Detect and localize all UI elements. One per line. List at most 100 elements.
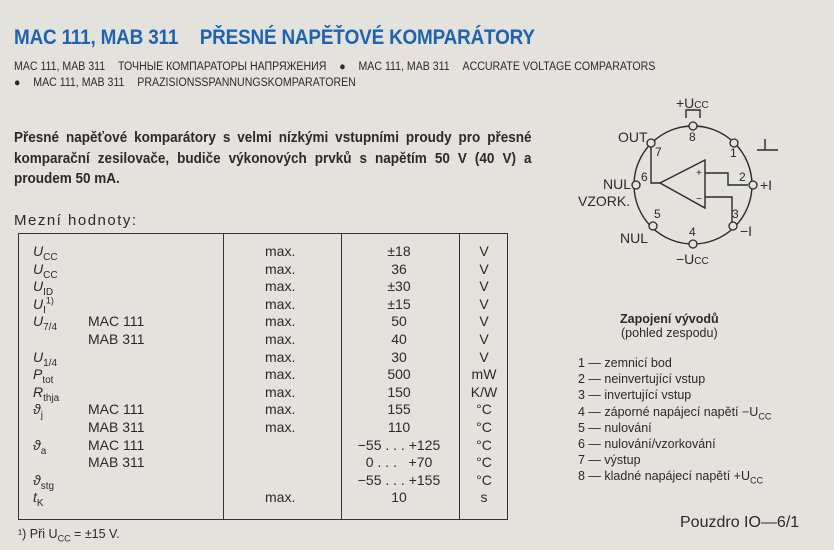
pin-number: 7 xyxy=(655,145,662,159)
diagram-caption: Zapojení vývodů (pohled zespodu) xyxy=(620,312,719,340)
subtitle-en-models: MAC 111, MAB 311 xyxy=(358,61,450,73)
table-row: ϑa MAC 111 −55 . . . +125 °C xyxy=(19,436,509,456)
symbol: UCC xyxy=(33,260,58,281)
subtitle-ru-models: MAC 111, MAB 311 xyxy=(14,61,106,73)
symbol: Rthja xyxy=(33,383,60,404)
value: 30 xyxy=(391,348,407,365)
limit-type: max. xyxy=(265,419,296,435)
table-row: MAB 311 0 . . . +70 °C xyxy=(19,454,509,470)
label-vcc-neg: −UCC xyxy=(676,251,709,267)
value: 0 . . . +70 xyxy=(365,454,433,471)
limit-type: max. xyxy=(265,401,296,418)
pin-7 xyxy=(646,138,656,148)
symbol: UCC xyxy=(33,243,58,263)
label-vcc-pos: +UCC xyxy=(676,95,709,111)
pin-5 xyxy=(648,221,658,231)
package-label: Pouzdro IO—6/1 xyxy=(680,514,800,531)
table-row: MAB 311 max. 110 °C xyxy=(19,419,509,435)
limit-type: max. xyxy=(265,489,296,506)
table-row: Rthja max. 150 K/W xyxy=(19,383,509,404)
pin-6 xyxy=(631,180,641,190)
limit-type: max. xyxy=(265,331,296,347)
footnote-sub: CC xyxy=(57,533,71,544)
wire-out xyxy=(650,143,660,184)
limit-type: max. xyxy=(265,278,296,295)
model: MAC 111 xyxy=(88,313,145,330)
model: MAC 111 xyxy=(88,436,145,453)
bullet: ● xyxy=(14,77,21,89)
unit: mW xyxy=(471,366,497,383)
symbol: ϑj xyxy=(33,401,43,422)
model: MAB 311 xyxy=(88,419,145,435)
subtitle-ru: ТОЧНЫЕ КОМПАРАТОРЫ НАПРЯЖЕНИЯ xyxy=(118,61,327,73)
model: MAC 111 xyxy=(88,401,145,418)
limits-table: UCC max. ±18 V UCC max. 36 V UID max. ±30 … xyxy=(18,233,508,520)
pin-8 xyxy=(688,121,698,131)
subtitle-en: ACCURATE VOLTAGE COMPARATORS xyxy=(462,61,656,73)
limit-type: max. xyxy=(265,243,296,259)
symbol: U7/4 xyxy=(33,313,58,334)
footnote-text: ¹) Při U xyxy=(18,527,58,541)
pin-list-item: 3 — invertující vstup xyxy=(578,388,692,403)
table-row: UID max. ±30 V xyxy=(19,278,509,297)
pin-number: 4 xyxy=(689,225,696,239)
limit-type: max. xyxy=(265,260,296,277)
unit: °C xyxy=(476,419,492,435)
limit-type: max. xyxy=(265,348,296,365)
plus-sign: + xyxy=(696,168,702,179)
pin-list-item: 1 — zemnicí bod xyxy=(578,356,672,370)
pin-number: 8 xyxy=(689,130,696,144)
value: 150 xyxy=(387,383,411,400)
value: 10 xyxy=(391,489,407,506)
symbol: UI1) xyxy=(33,295,54,316)
label-nul-6: NUL xyxy=(603,176,631,192)
symbol: ϑstg xyxy=(33,471,55,492)
tab-marker xyxy=(685,109,701,118)
label-nul-5: NUL xyxy=(620,230,648,246)
symbol: U1/4 xyxy=(33,348,58,369)
table-row: U7/4 MAC 111 max. 50 V xyxy=(19,313,509,334)
subtitle-de-models: MAC 111, MAB 311 xyxy=(33,77,125,89)
table-row: ϑstg −55 . . . +155 °C xyxy=(19,471,509,492)
symbol: tK xyxy=(33,489,44,510)
pin-number: 6 xyxy=(641,170,648,184)
subtitle-line-1: MAC 111, MAB 311 ТОЧНЫЕ КОМПАРАТОРЫ НАПРЯ… xyxy=(14,61,655,73)
minus-sign: − xyxy=(696,194,702,205)
label-in-neg: −I xyxy=(740,223,752,239)
pin-number: 1 xyxy=(730,146,737,160)
table-row: UI1) max. ±15 V xyxy=(19,295,509,316)
caption-sub: (pohled zespodu) xyxy=(621,326,718,340)
value: −55 . . . +125 xyxy=(357,436,441,453)
label-in-pos: +I xyxy=(760,177,772,193)
subtitle-line-2: ● MAC 111, MAB 311 PRÄZISIONSSPANNUNGSKOMP… xyxy=(14,77,356,89)
table-row: Ptot max. 500 mW xyxy=(19,366,509,385)
pin-2 xyxy=(748,180,758,190)
pin-1 xyxy=(729,138,739,148)
value: 110 xyxy=(387,419,411,435)
unit: °C xyxy=(476,401,492,418)
unit: V xyxy=(479,243,489,259)
section-heading: Mezní hodnoty: xyxy=(14,212,138,229)
value: ±18 xyxy=(387,243,411,259)
intro-text: Přesné napěťové komparátory s velmi nízk… xyxy=(14,129,532,187)
pin-list-item: 8 — kladné napájecí napětí +UCC xyxy=(578,469,763,486)
limit-type: max. xyxy=(265,366,296,383)
pin-list: 1 — zemnicí bod 2 — neinvertující vstup 3 … xyxy=(578,355,771,485)
unit: s xyxy=(480,489,488,506)
model: MAB 311 xyxy=(88,454,145,471)
value: ±30 xyxy=(387,278,411,295)
pin-list-item: 4 — záporné napájecí napětí −UCC xyxy=(578,404,772,422)
bullet: ● xyxy=(339,61,346,73)
pin-number: 2 xyxy=(739,170,746,184)
unit: V xyxy=(479,260,489,277)
column-divider xyxy=(341,234,342,519)
pin-list-item: 5 — nulování xyxy=(578,420,652,435)
value: −55 . . . +155 xyxy=(357,471,441,488)
table-row: MAB 311 max. 40 V xyxy=(19,331,509,347)
unit: V xyxy=(479,331,489,347)
label-vzork: VZORK. xyxy=(578,193,630,209)
title-models: MAC 111, MAB 311 xyxy=(14,26,179,49)
value: 155 xyxy=(387,401,411,418)
